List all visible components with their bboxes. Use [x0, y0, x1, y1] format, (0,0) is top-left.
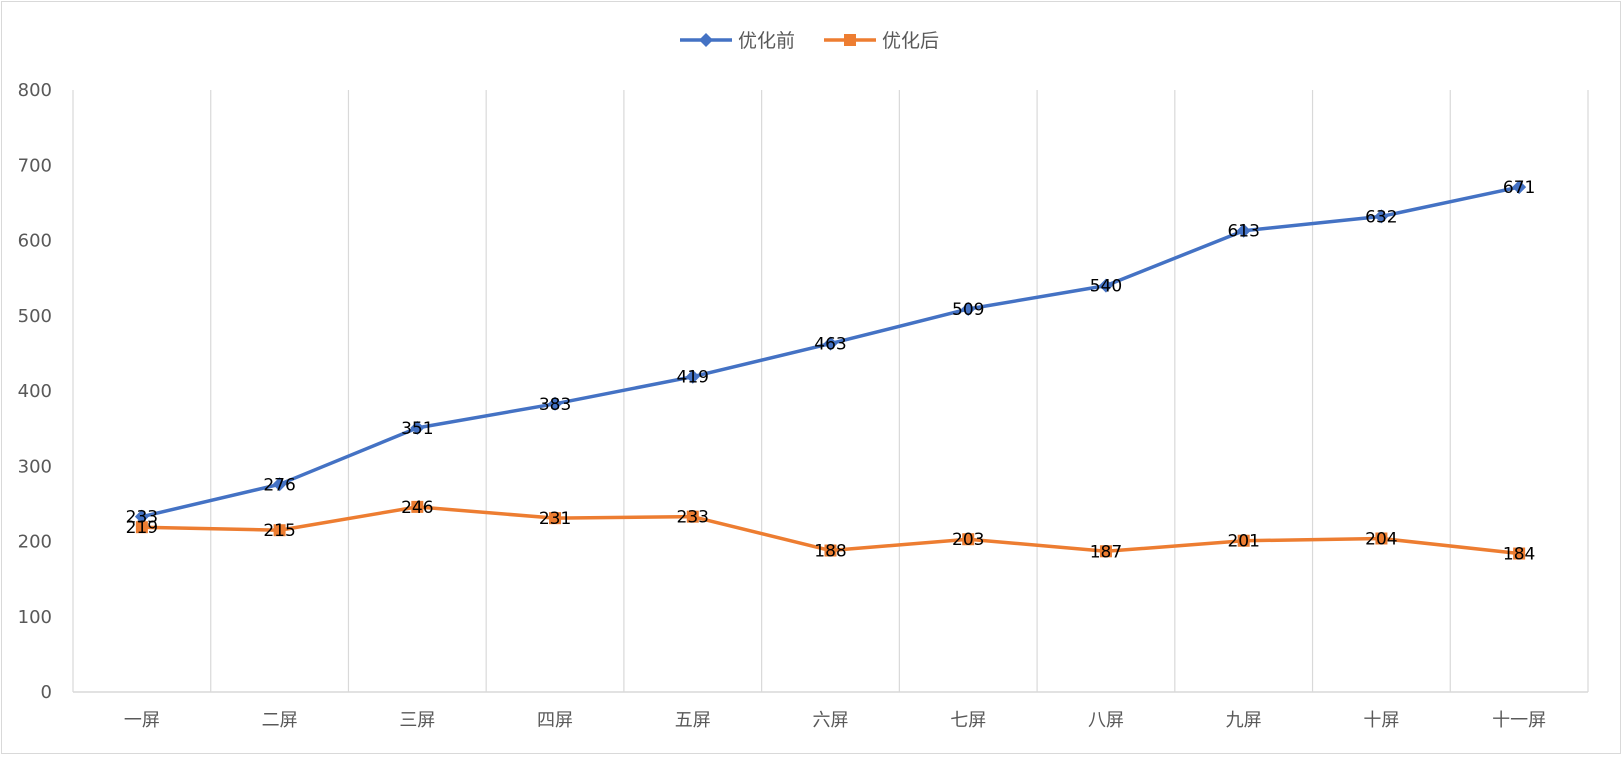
- series-1-point-4: [686, 510, 699, 523]
- y-tick-label-2: 200: [18, 532, 52, 553]
- series-0-data-label-1: 276: [263, 475, 295, 495]
- y-tick-label-4: 400: [18, 381, 52, 402]
- axes: 0 100 200 300 400 500 600 700 800 一屏 二屏 三屏 四屏 五屏 六屏 七屏 八…: [18, 80, 1588, 731]
- series-1-point-10: [1513, 547, 1526, 560]
- y-tick-label-6: 600: [18, 231, 52, 252]
- series-0-point-9: [1374, 209, 1389, 224]
- x-tick-label-9: 十屏: [1363, 710, 1399, 731]
- legend-label-1: 优化后: [882, 30, 939, 52]
- series-1-point-5: [824, 544, 837, 557]
- series-0-point-5: [823, 336, 838, 351]
- series-0-data-label-6: 509: [952, 300, 984, 320]
- series-0-point-8: [1236, 223, 1251, 238]
- series-1-data-label-1: 215: [263, 521, 295, 541]
- series-1-data-label-9: 204: [1365, 529, 1397, 549]
- series-1-data-label-3: 231: [539, 509, 571, 529]
- x-tick-label-2: 三屏: [399, 710, 435, 731]
- series-1-point-7: [1099, 545, 1112, 558]
- y-tick-label-0: 0: [41, 682, 52, 703]
- x-tick-label-6: 七屏: [950, 710, 986, 731]
- series-1-data-label-8: 201: [1227, 532, 1259, 552]
- series-0-data-label-8: 613: [1227, 222, 1259, 242]
- series-1-point-0: [135, 521, 148, 534]
- series-1-point-8: [1237, 534, 1250, 547]
- y-tick-label-3: 300: [18, 456, 52, 477]
- series-1-data-label-0: 219: [126, 518, 158, 538]
- series-0-point-6: [961, 301, 976, 316]
- x-tick-label-1: 二屏: [262, 710, 298, 731]
- series-1-data-label-2: 246: [401, 498, 433, 518]
- series-0-point-4: [685, 369, 700, 384]
- series-0-data-label-9: 632: [1365, 207, 1397, 227]
- legend-label-0: 优化前: [738, 30, 795, 52]
- series-1-data-label-7: 187: [1090, 542, 1122, 562]
- series-0-point-0: [134, 509, 149, 524]
- series-0-point-2: [410, 420, 425, 435]
- y-tick-label-8: 800: [18, 80, 52, 101]
- series-0-data-label-5: 463: [814, 335, 846, 355]
- series-0-data-label-4: 419: [677, 368, 709, 388]
- series-0-point-3: [548, 396, 563, 411]
- series-1-point-3: [549, 512, 562, 525]
- legend-marker-1: [844, 34, 856, 46]
- x-tick-label-7: 八屏: [1088, 710, 1124, 731]
- x-tick-label-8: 九屏: [1226, 710, 1262, 731]
- series: [134, 180, 1527, 560]
- series-0-point-7: [1098, 278, 1113, 293]
- x-tick-label-4: 五屏: [675, 710, 711, 731]
- series-1-point-6: [962, 533, 975, 546]
- series-0-point-10: [1512, 180, 1527, 195]
- legend-marker-0: [699, 33, 713, 47]
- series-1-data-label-10: 184: [1503, 545, 1535, 565]
- series-0-data-label-10: 671: [1503, 178, 1535, 198]
- x-tick-label-0: 一屏: [124, 710, 160, 731]
- series-0-data-label-2: 351: [401, 419, 433, 439]
- series-0-data-label-7: 540: [1090, 277, 1122, 297]
- series-0-data-label-0: 233: [126, 508, 158, 528]
- series-0-point-1: [272, 477, 287, 492]
- x-tick-label-5: 六屏: [813, 710, 849, 731]
- x-tick-label-10: 十一屏: [1492, 710, 1546, 731]
- series-0-data-label-3: 383: [539, 395, 571, 415]
- y-tick-label-7: 700: [18, 155, 52, 176]
- x-tick-label-3: 四屏: [537, 710, 573, 731]
- series-1-data-label-4: 233: [677, 508, 709, 528]
- series-1-point-2: [411, 500, 424, 513]
- series-1-data-label-5: 188: [814, 542, 846, 562]
- series-1-data-label-6: 203: [952, 530, 984, 550]
- y-tick-label-5: 500: [18, 306, 52, 327]
- data-labels: 233 276 351 383 419 463 509 540 613 632 671 219 215 2…: [126, 178, 1536, 564]
- legend: 优化前 优化后: [680, 30, 939, 52]
- y-tick-label-1: 100: [18, 607, 52, 628]
- series-1-point-1: [273, 524, 286, 537]
- series-1-point-9: [1375, 532, 1388, 545]
